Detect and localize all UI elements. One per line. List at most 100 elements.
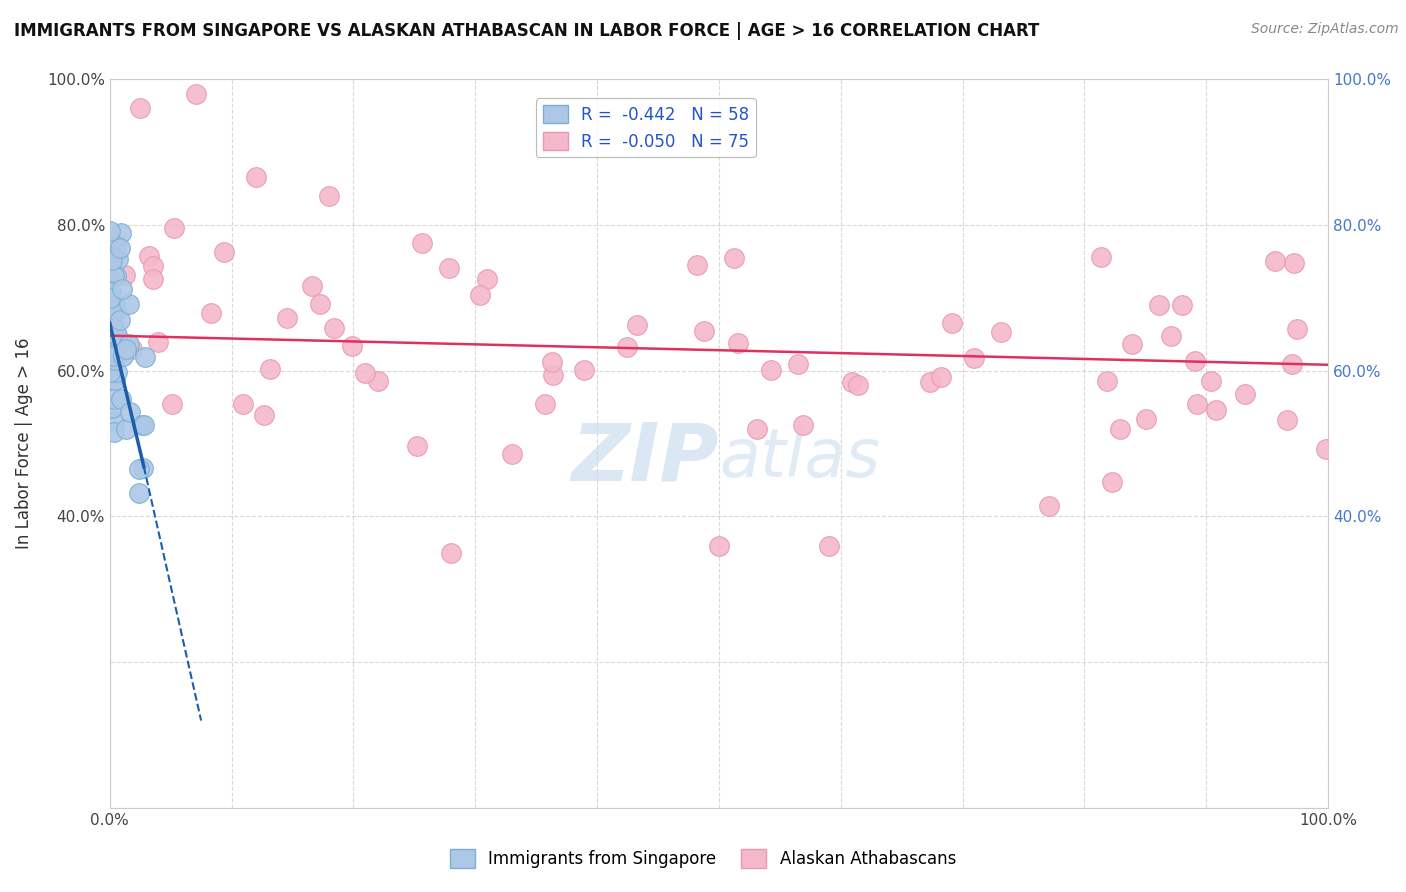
Point xyxy=(920,375,942,389)
Point xyxy=(100,365,122,379)
Point xyxy=(100,308,122,322)
Point xyxy=(1038,499,1060,513)
Point xyxy=(134,417,156,432)
Point xyxy=(100,401,122,415)
Point xyxy=(107,252,129,267)
Point xyxy=(142,271,165,285)
Point xyxy=(101,319,124,334)
Point xyxy=(103,414,125,428)
Legend: Immigrants from Singapore, Alaskan Athabascans: Immigrants from Singapore, Alaskan Athab… xyxy=(443,843,963,875)
Point xyxy=(309,297,332,311)
Point xyxy=(131,418,153,433)
Point xyxy=(114,421,136,435)
Point xyxy=(693,324,716,338)
Point xyxy=(990,325,1012,339)
Point xyxy=(105,303,128,318)
Point xyxy=(792,417,814,432)
Point xyxy=(540,354,562,368)
Point xyxy=(245,170,267,185)
Point xyxy=(104,239,127,253)
Text: ZIP: ZIP xyxy=(572,419,718,497)
Point xyxy=(501,447,523,461)
Point xyxy=(103,326,125,341)
Point xyxy=(846,378,869,392)
Point xyxy=(818,540,841,554)
Point xyxy=(110,392,132,407)
Point xyxy=(367,374,389,388)
Point xyxy=(475,272,498,286)
Point xyxy=(841,376,863,390)
Point xyxy=(129,101,152,115)
Point xyxy=(101,298,124,312)
Point xyxy=(963,351,986,365)
Point xyxy=(411,236,433,251)
Point xyxy=(160,397,183,411)
Point xyxy=(616,340,638,354)
Point xyxy=(1205,403,1227,417)
Point xyxy=(184,87,207,101)
Point xyxy=(929,369,952,384)
Point xyxy=(146,335,169,350)
Point xyxy=(142,259,165,273)
Point xyxy=(745,422,768,436)
Point xyxy=(1199,374,1222,388)
Point xyxy=(786,357,808,371)
Point xyxy=(121,342,143,356)
Point xyxy=(1108,421,1130,435)
Point xyxy=(114,342,136,356)
Point xyxy=(101,249,124,263)
Point xyxy=(128,485,150,500)
Point xyxy=(100,333,122,347)
Point xyxy=(104,298,127,312)
Point xyxy=(1090,250,1112,264)
Point xyxy=(138,249,160,263)
Point xyxy=(1275,413,1298,427)
Point xyxy=(104,373,127,387)
Point xyxy=(1121,337,1143,351)
Point xyxy=(100,291,122,305)
Point xyxy=(118,404,141,418)
Point xyxy=(318,188,340,202)
Point xyxy=(759,363,782,377)
Point xyxy=(104,269,127,284)
Point xyxy=(1170,298,1192,312)
Point xyxy=(707,539,730,553)
Point xyxy=(103,346,125,360)
Point xyxy=(108,313,131,327)
Point xyxy=(232,397,254,411)
Point xyxy=(1185,396,1208,410)
Point xyxy=(105,345,128,359)
Point xyxy=(103,346,125,360)
Point xyxy=(200,306,222,320)
Point xyxy=(1147,298,1170,312)
Point xyxy=(470,288,492,302)
Point xyxy=(105,327,128,342)
Point xyxy=(323,321,346,335)
Point xyxy=(253,408,276,422)
Point xyxy=(104,323,127,337)
Point xyxy=(98,224,121,238)
Point xyxy=(1135,412,1157,426)
Point xyxy=(110,226,132,240)
Point xyxy=(406,439,429,453)
Point xyxy=(1101,475,1123,489)
Point xyxy=(1284,256,1306,270)
Point xyxy=(163,221,186,235)
Point xyxy=(111,282,134,296)
Text: Source: ZipAtlas.com: Source: ZipAtlas.com xyxy=(1251,22,1399,37)
Legend: R =  -0.442   N = 58, R =  -0.050   N = 75: R = -0.442 N = 58, R = -0.050 N = 75 xyxy=(536,98,756,157)
Point xyxy=(259,362,281,376)
Point xyxy=(101,319,124,334)
Point xyxy=(354,366,377,380)
Point xyxy=(100,285,122,300)
Point xyxy=(118,337,141,351)
Point xyxy=(574,362,596,376)
Point xyxy=(1315,442,1337,456)
Point xyxy=(101,355,124,369)
Point xyxy=(108,241,131,255)
Point xyxy=(440,546,463,560)
Point xyxy=(1160,329,1182,343)
Text: IMMIGRANTS FROM SINGAPORE VS ALASKAN ATHABASCAN IN LABOR FORCE | AGE > 16 CORREL: IMMIGRANTS FROM SINGAPORE VS ALASKAN ATH… xyxy=(14,22,1039,40)
Point xyxy=(103,425,125,439)
Point xyxy=(98,284,121,298)
